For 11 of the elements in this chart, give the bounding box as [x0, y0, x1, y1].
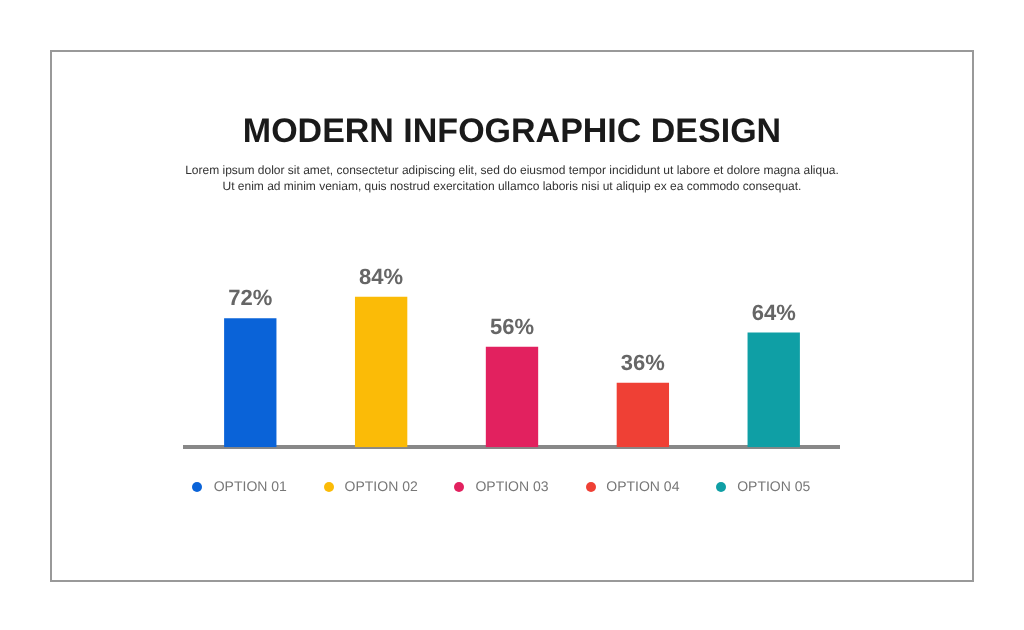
- bar: [485, 346, 539, 448]
- data-label: 84%: [359, 265, 404, 290]
- data-label: 36%: [620, 351, 666, 376]
- chart-title: MODERN INFOGRAPHIC DESIGN: [240, 112, 784, 152]
- bar: [747, 332, 800, 448]
- bar: [354, 296, 408, 448]
- bar: [224, 318, 277, 448]
- bar: [616, 382, 670, 448]
- data-label: 72%: [228, 287, 273, 312]
- data-label: 56%: [489, 315, 535, 340]
- data-label: 64%: [751, 301, 797, 326]
